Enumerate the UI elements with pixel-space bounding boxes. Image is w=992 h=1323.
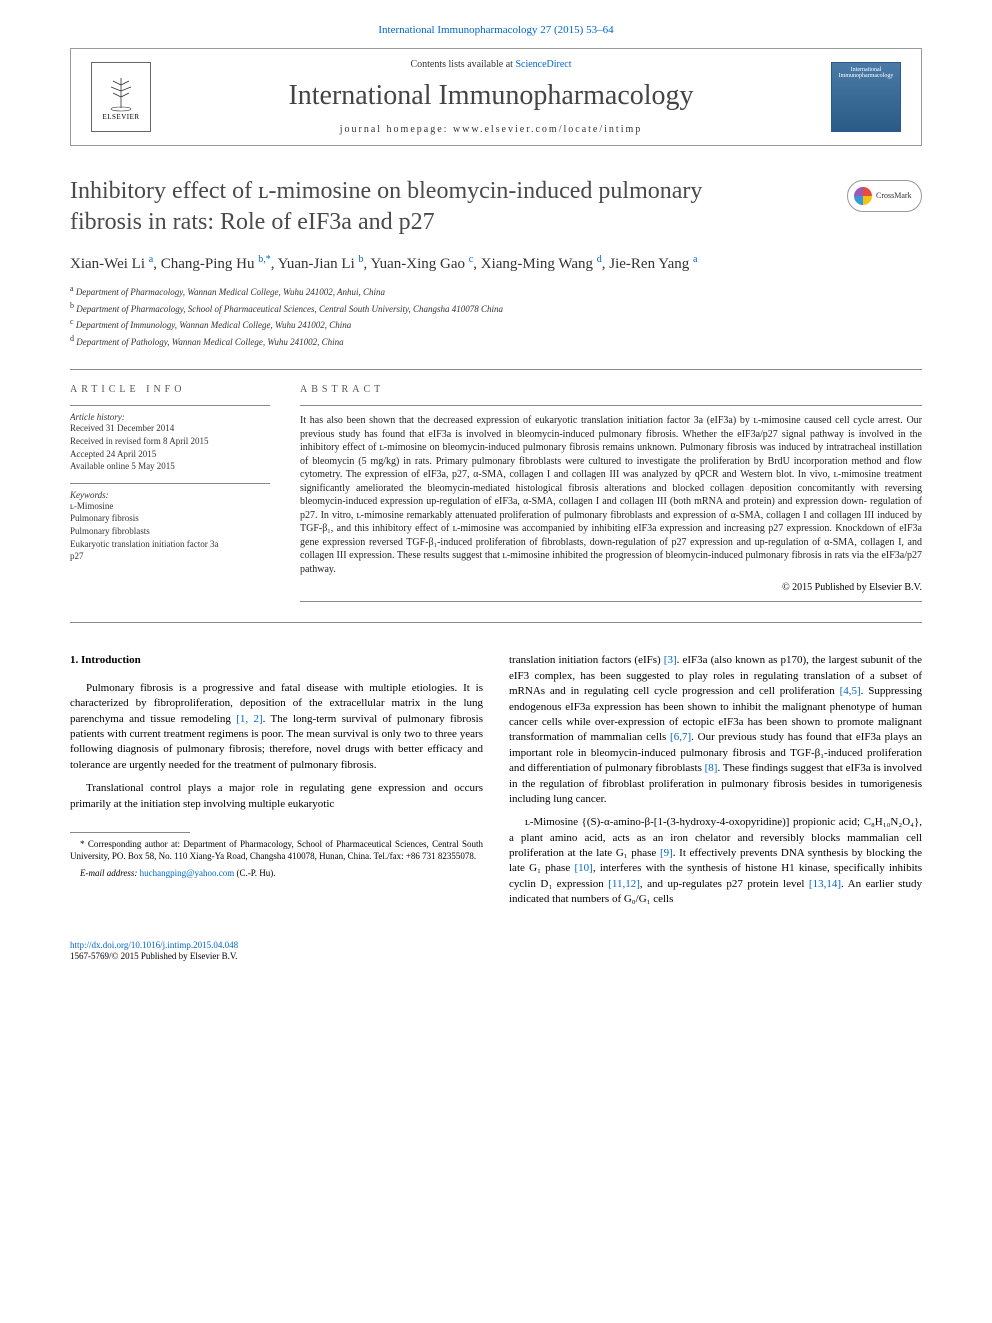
email-suffix: (C.-P. Hu). [234,868,275,878]
corresponding-footnote: * Corresponding author at: Department of… [70,839,483,862]
abstract-divider-2 [300,601,922,602]
citation-header: International Immunopharmacology 27 (201… [0,0,992,48]
ref-3[interactable]: [3] [664,654,677,666]
email-footnote: E-mail address: huchangping@yahoo.com (C… [70,868,483,880]
intro-heading: 1. Introduction [70,653,483,668]
journal-cover-thumbnail: International Immunopharmacology [831,62,901,132]
authors-list: Xian-Wei Li a, Chang-Ping Hu b,*, Yuan-J… [70,254,922,273]
author-2: Chang-Ping Hu [161,256,255,272]
keyword-2: Pulmonary fibrosis [70,512,270,525]
journal-homepage: journal homepage: www.elsevier.com/locat… [151,124,831,135]
right-column: translation initiation factors (eIFs) [3… [509,653,922,915]
affiliations: a Department of Pharmacology, Wannan Med… [70,283,922,349]
author-4-aff[interactable]: c [469,254,473,265]
ref-8[interactable]: [8] [705,762,718,774]
abstract-heading: ABSTRACT [300,384,922,395]
author-6-aff[interactable]: a [693,254,697,265]
title-line-2: fibrosis in rats: Role of eIF3a and p27 [70,209,435,235]
paragraph-4: ʟ-Mimosine {(S)-α-amino-β-[1-(3-hydroxy-… [509,815,922,907]
footnote-separator [70,832,190,833]
affiliation-a: a Department of Pharmacology, Wannan Med… [70,283,922,300]
affiliation-b-text: Department of Pharmacology, School of Ph… [76,304,503,314]
email-link[interactable]: huchangping@yahoo.com [140,868,235,878]
ref-1-2[interactable]: [1, 2] [236,713,262,725]
author-3-aff[interactable]: b [359,254,364,265]
header-center: Contents lists available at ScienceDirec… [151,59,831,135]
journal-name: International Immunopharmacology [151,80,831,112]
journal-logo-text: International Immunopharmacology [836,67,896,79]
affiliation-c-text: Department of Immunology, Wannan Medical… [76,320,351,330]
article-title: Inhibitory effect of ʟ-mimosine on bleom… [70,176,922,238]
keyword-1: ʟ-Mimosine [70,500,270,513]
info-divider-1 [70,405,270,406]
ref-9[interactable]: [9] [660,847,673,859]
citation-link[interactable]: International Immunopharmacology 27 (201… [378,24,613,36]
abstract-divider [300,405,922,406]
left-column: 1. Introduction Pulmonary fibrosis is a … [70,653,483,915]
author-1-aff[interactable]: a [149,254,153,265]
divider-2 [70,622,922,623]
title-line-1: Inhibitory effect of ʟ-mimosine on bleom… [70,178,702,204]
crossmark-icon [854,187,872,205]
author-5-aff[interactable]: d [597,254,602,265]
affiliation-d: d Department of Pathology, Wannan Medica… [70,333,922,350]
elsevier-logo: ELSEVIER [91,62,151,132]
affiliation-c: c Department of Immunology, Wannan Medic… [70,316,922,333]
author-2-aff[interactable]: b, [258,254,266,265]
author-1: Xian-Wei Li [70,256,145,272]
crossmark-label: CrossMark [876,191,912,201]
ref-4-5[interactable]: [4,5] [840,685,861,697]
contents-prefix: Contents lists available at [410,59,515,70]
divider-1 [70,369,922,370]
history-accepted: Accepted 24 April 2015 [70,448,270,461]
doi-link[interactable]: http://dx.doi.org/10.1016/j.intimp.2015.… [70,940,238,950]
author-5: Xiang-Ming Wang [481,256,593,272]
keywords-label: Keywords: [70,490,270,500]
article-title-section: Inhibitory effect of ʟ-mimosine on bleom… [70,176,922,349]
contents-line: Contents lists available at ScienceDirec… [151,59,831,70]
sciencedirect-link[interactable]: ScienceDirect [515,59,571,70]
ref-6-7[interactable]: [6,7] [670,731,691,743]
keyword-3: Pulmonary fibroblasts [70,525,270,538]
info-abstract-row: ARTICLE INFO Article history: Received 3… [70,384,922,602]
abstract-text: It has also been shown that the decrease… [300,414,922,576]
paragraph-3: translation initiation factors (eIFs) [3… [509,653,922,807]
homepage-url: www.elsevier.com/locate/intimp [453,124,642,135]
page-footer: http://dx.doi.org/10.1016/j.intimp.2015.… [70,940,922,963]
history-label: Article history: [70,412,270,422]
journal-header-box: ELSEVIER Contents lists available at Sci… [70,48,922,146]
history-received: Received 31 December 2014 [70,422,270,435]
abstract-copyright: © 2015 Published by Elsevier B.V. [300,582,922,593]
history-revised: Received in revised form 8 April 2015 [70,435,270,448]
affiliation-b: b Department of Pharmacology, School of … [70,300,922,317]
author-3: Yuan-Jian Li [278,256,355,272]
p4-text-d: , and up-regulates p27 protein level [640,878,809,890]
affiliation-a-text: Department of Pharmacology, Wannan Medic… [76,287,385,297]
affiliation-d-text: Department of Pathology, Wannan Medical … [76,337,343,347]
keyword-4: Eukaryotic translation initiation factor… [70,538,270,551]
author-6: Jie-Ren Yang [609,256,689,272]
author-4: Yuan-Xing Gao [370,256,465,272]
ref-13-14[interactable]: [13,14] [809,878,841,890]
p3-text-a: translation initiation factors (eIFs) [509,654,664,666]
corresponding-star[interactable]: * [266,254,271,265]
issn-copyright: 1567-5769/© 2015 Published by Elsevier B… [70,951,237,961]
crossmark-badge[interactable]: CrossMark [847,180,922,212]
keyword-5: p27 [70,550,270,563]
paragraph-1: Pulmonary fibrosis is a progressive and … [70,681,483,773]
info-divider-2 [70,483,270,484]
history-online: Available online 5 May 2015 [70,460,270,473]
ref-10[interactable]: [10] [575,862,593,874]
body-columns: 1. Introduction Pulmonary fibrosis is a … [70,653,922,915]
homepage-label: journal homepage: [340,124,453,135]
elsevier-label: ELSEVIER [102,113,139,121]
elsevier-tree-icon [101,73,141,113]
paragraph-2: Translational control plays a major role… [70,781,483,812]
abstract-column: ABSTRACT It has also been shown that the… [300,384,922,602]
article-info-heading: ARTICLE INFO [70,384,270,395]
ref-11-12[interactable]: [11,12] [608,878,640,890]
article-info-column: ARTICLE INFO Article history: Received 3… [70,384,270,602]
email-label: E-mail address: [80,868,140,878]
